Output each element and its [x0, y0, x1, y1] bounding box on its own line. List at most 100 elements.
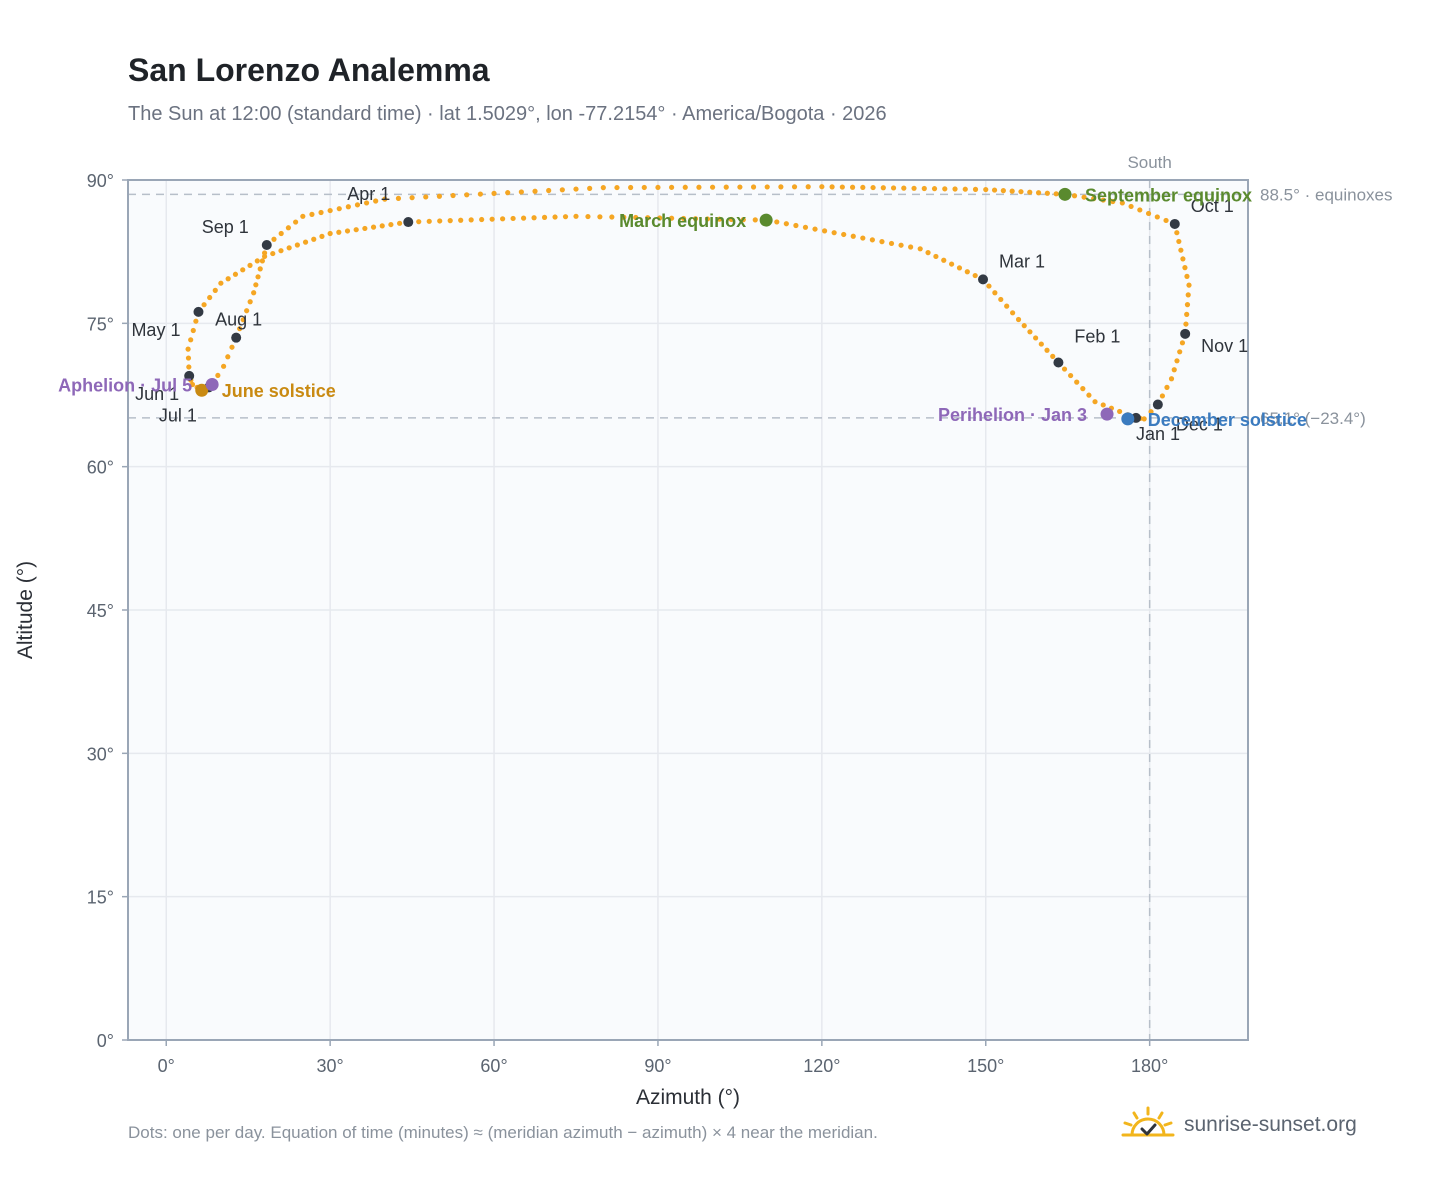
y-tick-label: 45°	[87, 601, 114, 621]
daily-sun-dot	[354, 202, 361, 208]
month-marker	[261, 239, 272, 250]
event-marker	[759, 213, 773, 227]
daily-sun-dot	[1033, 335, 1039, 341]
daily-sun-dot	[1092, 399, 1098, 405]
daily-sun-dot	[783, 221, 789, 227]
daily-sun-dot	[1168, 376, 1175, 382]
daily-sun-dot	[1053, 191, 1059, 197]
daily-sun-dot	[468, 217, 474, 223]
y-axis-title: Altitude (°)	[14, 561, 37, 659]
daily-sun-dot	[370, 224, 377, 230]
daily-sun-dot	[215, 372, 221, 379]
daily-sun-dot	[1180, 256, 1186, 262]
daily-sun-dot	[505, 190, 511, 196]
daily-sun-dot	[986, 283, 992, 289]
daily-sun-dot	[251, 290, 257, 296]
daily-sun-dot	[1027, 189, 1033, 195]
daily-sun-dot	[416, 219, 422, 225]
daily-sun-dot	[716, 216, 723, 222]
daily-sun-dot	[244, 308, 250, 314]
daily-sun-dot	[1178, 247, 1184, 253]
daily-sun-dot	[992, 290, 998, 296]
daily-sun-dot	[345, 204, 351, 210]
daily-sun-dot	[793, 222, 799, 229]
reference-line-label: 65.1° (−23.4°)	[1260, 409, 1366, 428]
month-marker-label: Sep 1	[202, 217, 249, 237]
daily-sun-dot	[379, 223, 385, 229]
daily-sun-dot	[1186, 282, 1192, 288]
daily-sun-dot	[311, 236, 317, 242]
daily-sun-dot	[319, 233, 325, 239]
daily-sun-dot	[585, 213, 591, 220]
daily-sun-dot	[983, 186, 989, 193]
daily-sun-dot	[956, 265, 963, 271]
page-title: San Lorenzo Analemma	[128, 52, 490, 88]
daily-sun-dot	[972, 272, 978, 279]
daily-sun-dot	[890, 185, 897, 191]
daily-sun-dot	[302, 239, 309, 245]
daily-sun-dot	[185, 355, 192, 361]
daily-sun-dot	[1183, 321, 1189, 327]
daily-sun-dot	[286, 245, 292, 251]
daily-sun-dot	[225, 354, 231, 360]
daily-sun-dot	[1110, 198, 1116, 205]
daily-sun-dot	[247, 262, 253, 268]
x-axis-title: Azimuth (°)	[636, 1086, 740, 1109]
daily-sun-dot	[821, 228, 828, 234]
daily-sun-dot	[344, 228, 351, 234]
daily-sun-dot	[972, 186, 979, 192]
daily-sun-dot	[373, 198, 379, 204]
month-marker	[978, 274, 989, 285]
daily-sun-dot	[240, 317, 246, 323]
daily-sun-dot	[336, 229, 342, 235]
daily-sun-dot	[573, 213, 579, 219]
daily-sun-dot	[1068, 372, 1074, 379]
daily-sun-dot	[991, 187, 998, 193]
daily-sun-dot	[1009, 188, 1015, 194]
daily-sun-dot	[752, 217, 758, 223]
daily-sun-dot	[1171, 367, 1177, 373]
event-label: March equinox	[619, 211, 746, 231]
daily-sun-dot	[1184, 273, 1190, 279]
daily-sun-dot	[1159, 393, 1166, 399]
month-marker-label: Jan 1	[1136, 424, 1180, 444]
daily-sun-dot	[870, 184, 876, 191]
daily-sun-dot	[628, 184, 634, 191]
daily-sun-dot	[597, 214, 603, 220]
daily-sun-dot	[253, 282, 259, 288]
daily-sun-dot	[336, 206, 342, 212]
daily-sun-dot	[1185, 292, 1191, 298]
brand[interactable]: sunrise-sunset.org	[1120, 1100, 1357, 1150]
daily-sun-dot	[541, 214, 548, 220]
y-tick-label: 30°	[87, 744, 114, 764]
daily-sun-dot	[931, 186, 938, 192]
daily-sun-dot	[1061, 366, 1068, 372]
daily-sun-dot	[1086, 392, 1092, 398]
daily-sun-dot	[518, 189, 524, 195]
event-label: September equinox	[1085, 185, 1252, 205]
daily-sun-dot	[778, 184, 784, 190]
daily-sun-dot	[587, 185, 593, 191]
daily-sun-dot	[491, 190, 497, 196]
daily-sun-dot	[225, 276, 231, 282]
x-tick-label: 180°	[1131, 1056, 1168, 1076]
month-marker	[193, 306, 204, 317]
daily-sun-dot	[952, 186, 958, 192]
month-marker-label: Feb 1	[1074, 327, 1120, 347]
daily-sun-dot	[614, 184, 620, 191]
daily-sun-dot	[189, 381, 196, 388]
daily-sun-dot	[917, 246, 923, 252]
daily-sun-dot	[791, 184, 798, 190]
daily-sun-dot	[327, 207, 333, 214]
daily-sun-dot	[898, 242, 904, 248]
daily-sun-dot	[812, 226, 818, 232]
daily-sun-dot	[880, 185, 886, 191]
daily-sun-dot	[1179, 340, 1186, 346]
daily-sun-dot	[860, 184, 866, 191]
daily-sun-dot	[1081, 194, 1087, 200]
event-marker	[205, 377, 219, 391]
daily-sun-dot	[520, 215, 527, 221]
daily-sun-dot	[363, 200, 370, 206]
daily-sun-dot	[229, 344, 235, 350]
